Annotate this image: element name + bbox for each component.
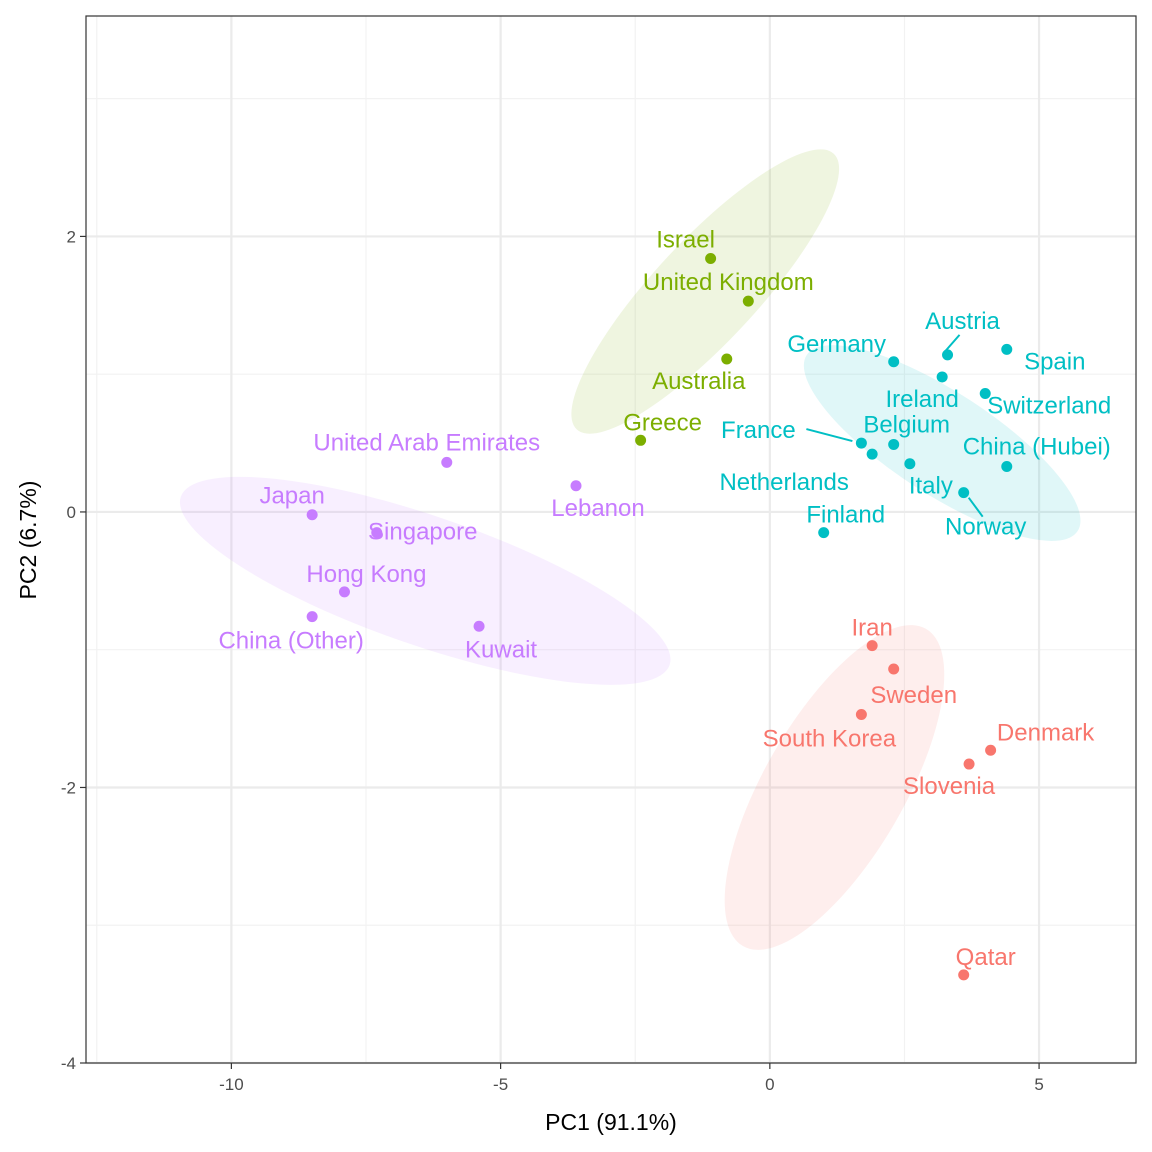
data-point [570, 480, 582, 492]
data-point [866, 448, 878, 460]
data-point [936, 371, 948, 383]
data-point [855, 437, 867, 449]
label-leader-line [806, 428, 853, 443]
point-label: France [721, 417, 796, 444]
point-label: Ireland [885, 386, 958, 413]
x-tick-label: 0 [765, 1075, 774, 1094]
point-label: United Arab Emirates [313, 429, 540, 456]
cluster-ellipse-2 [571, 149, 840, 434]
y-tick-label: -2 [61, 778, 76, 797]
point-label: South Korea [763, 725, 897, 752]
y-tick-label: 0 [67, 503, 76, 522]
point-label: Italy [909, 473, 953, 500]
x-tick-label: -10 [219, 1075, 244, 1094]
data-point [942, 349, 954, 361]
cluster-ellipse-3 [803, 345, 1081, 541]
data-point [441, 456, 453, 468]
plot-panel-background [86, 16, 1136, 1063]
point-label: Switzerland [987, 392, 1111, 419]
grid-minor [86, 16, 1136, 1063]
y-axis-tick-labels: -4 -2 0 2 [61, 227, 76, 1073]
data-point [963, 758, 975, 770]
data-point [904, 458, 916, 470]
cluster-ellipse-1 [724, 625, 945, 950]
data-point [721, 353, 733, 365]
cluster-ellipses [179, 149, 1081, 950]
x-axis-title: PC1 (91.1%) [545, 1109, 677, 1135]
label-leader-line [944, 334, 961, 352]
data-point [1001, 460, 1013, 472]
point-label: Belgium [863, 411, 950, 438]
point-label: Netherlands [719, 469, 848, 496]
axis-ticks [80, 235, 1040, 1069]
data-point [888, 438, 900, 450]
x-tick-label: 5 [1034, 1075, 1043, 1094]
point-label: Slovenia [903, 773, 996, 800]
point-label: Greece [623, 409, 702, 436]
data-point [1001, 343, 1013, 355]
point-label: Israel [656, 226, 715, 253]
point-label: Australia [652, 368, 746, 395]
label-leader-lines [806, 334, 984, 518]
data-point [705, 252, 717, 264]
data-point [855, 708, 867, 720]
y-tick-label: -4 [61, 1054, 76, 1073]
data-point [742, 295, 754, 307]
point-label: Singapore [368, 519, 477, 546]
data-point [306, 611, 318, 623]
y-tick-label: 2 [67, 227, 76, 246]
data-point [635, 434, 647, 446]
data-point [888, 356, 900, 368]
data-point [306, 509, 318, 521]
data-point [958, 969, 970, 981]
data-point [866, 640, 878, 652]
data-point [818, 527, 830, 539]
point-label: Norway [945, 514, 1026, 541]
point-label: Germany [787, 331, 886, 358]
point-label: Finland [806, 502, 885, 529]
data-point [958, 487, 970, 499]
cluster-ellipse-4 [179, 476, 671, 685]
x-axis-tick-labels: -10 -5 0 5 [219, 1075, 1044, 1094]
point-label: Lebanon [551, 495, 644, 522]
point-label: China (Hubei) [963, 433, 1111, 460]
point-label: Austria [925, 308, 1000, 335]
y-axis-title: PC2 (6.7%) [15, 481, 41, 600]
point-label: Hong Kong [306, 561, 426, 588]
point-label: Iran [851, 615, 892, 642]
point-label: Sweden [870, 682, 957, 709]
data-point [979, 387, 991, 399]
data-point [371, 527, 383, 539]
point-label: United Kingdom [643, 269, 814, 296]
data-point [473, 620, 485, 632]
point-label: China (Other) [218, 628, 363, 655]
data-point [888, 663, 900, 675]
plot-panel-border [85, 15, 1137, 1064]
point-label: Spain [1024, 348, 1085, 375]
data-points [306, 252, 1013, 981]
point-label: Qatar [956, 944, 1016, 971]
point-label: Japan [259, 483, 324, 510]
x-tick-label: -5 [493, 1075, 508, 1094]
point-label: Denmark [997, 719, 1095, 746]
label-leader-line [967, 497, 984, 518]
point-label: Kuwait [465, 636, 537, 663]
data-point [985, 744, 997, 756]
grid-major [86, 16, 1136, 1065]
data-point [338, 586, 350, 598]
